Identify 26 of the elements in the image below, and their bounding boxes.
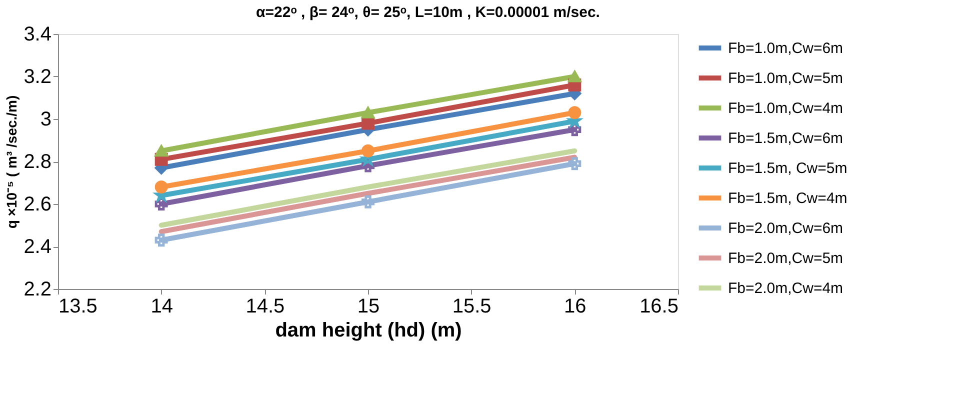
x-tick-label: 13.5 [58,296,98,318]
legend-label: Fb=1.0m,Cw=5m [728,70,844,87]
legend-label: Fb=1.0m,Cw=6m [728,40,844,57]
legend-label: Fb=2.0m,Cw=6m [728,220,844,237]
y-tick-label: 3.2 [24,66,52,88]
y-tick-label: 3.4 [24,24,52,46]
x-tick-label: 14.5 [246,296,285,318]
y-tick-label: 2.6 [24,194,52,216]
x-tick-label: 16.5 [640,296,678,318]
legend-label: Fb=2.0m,Cw=4m [728,280,844,297]
y-tick-label: 2.2 [24,278,52,300]
x-tick-label: 15.5 [452,296,492,318]
y-tick-label: 2.8 [24,151,52,173]
legend-label: Fb=2.0m,Cw=5m [728,250,844,267]
x-tick-label: 14 [150,296,173,318]
y-axis-title: q ×10⁻⁵ ( m³ /sec./m) [4,95,20,229]
x-axis-title: dam height (hd) (m) [275,320,462,342]
chart-title: α=22ᵒ , β= 24ᵒ, θ= 25ᵒ, L=10m , K=0.00001 m/sec. [256,4,600,21]
legend-label: Fb=1.5m,Cw=6m [728,130,844,147]
legend-label: Fb=1.5m, Cw=5m [728,160,848,177]
y-tick-label: 2.4 [24,236,52,258]
x-tick-label: 16 [564,296,586,318]
y-tick-label: 3 [40,108,52,130]
legend-label: Fb=1.5m, Cw=4m [728,190,848,207]
legend-label: Fb=1.0m,Cw=4m [728,100,844,117]
x-tick-label: 15 [357,296,380,318]
